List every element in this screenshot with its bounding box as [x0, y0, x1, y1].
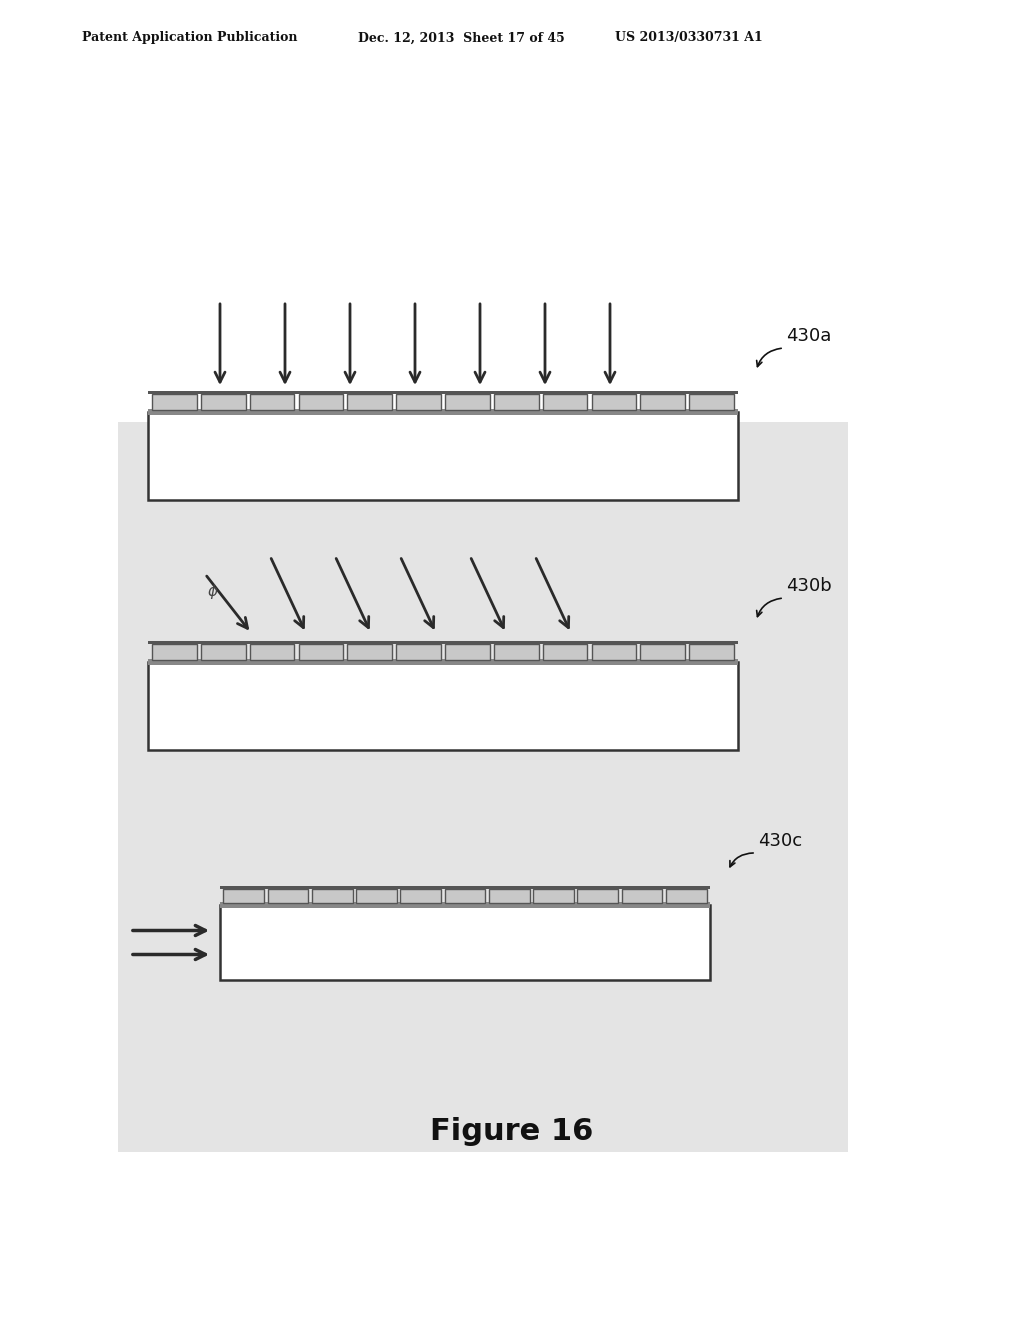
Bar: [592, 644, 636, 660]
Bar: [666, 888, 707, 903]
Text: ϕ: ϕ: [208, 583, 218, 599]
Bar: [267, 888, 308, 903]
Bar: [201, 644, 246, 660]
Bar: [299, 644, 343, 660]
Bar: [299, 393, 343, 411]
Text: US 2013/0330731 A1: US 2013/0330731 A1: [615, 32, 763, 45]
Text: Patent Application Publication: Patent Application Publication: [82, 32, 298, 45]
Bar: [148, 642, 738, 644]
Bar: [543, 393, 588, 411]
Bar: [201, 393, 246, 411]
Bar: [494, 393, 539, 411]
Bar: [445, 393, 489, 411]
Bar: [148, 663, 738, 750]
Bar: [488, 888, 529, 903]
Bar: [148, 409, 738, 414]
Bar: [396, 393, 441, 411]
Bar: [592, 393, 636, 411]
Bar: [689, 644, 734, 660]
Bar: [148, 391, 738, 393]
Bar: [250, 644, 295, 660]
Text: Figure 16: Figure 16: [430, 1118, 594, 1147]
Bar: [347, 644, 392, 660]
Bar: [578, 888, 618, 903]
Bar: [444, 888, 485, 903]
Text: 430a: 430a: [786, 327, 831, 345]
Bar: [534, 888, 573, 903]
Bar: [220, 906, 710, 979]
Bar: [312, 888, 352, 903]
Bar: [223, 888, 264, 903]
Bar: [622, 888, 663, 903]
Bar: [445, 644, 489, 660]
Text: Dec. 12, 2013  Sheet 17 of 45: Dec. 12, 2013 Sheet 17 of 45: [358, 32, 565, 45]
Bar: [153, 393, 197, 411]
Bar: [689, 393, 734, 411]
Bar: [148, 659, 738, 665]
Bar: [118, 422, 848, 1152]
Text: 430c: 430c: [758, 832, 802, 850]
Bar: [250, 393, 295, 411]
Bar: [220, 902, 710, 908]
Bar: [396, 644, 441, 660]
Bar: [356, 888, 397, 903]
Bar: [640, 644, 685, 660]
Bar: [543, 644, 588, 660]
Bar: [494, 644, 539, 660]
Bar: [347, 393, 392, 411]
Bar: [153, 644, 197, 660]
Text: 430b: 430b: [786, 577, 831, 595]
Bar: [148, 412, 738, 500]
Bar: [220, 886, 710, 888]
Bar: [400, 888, 441, 903]
Bar: [640, 393, 685, 411]
